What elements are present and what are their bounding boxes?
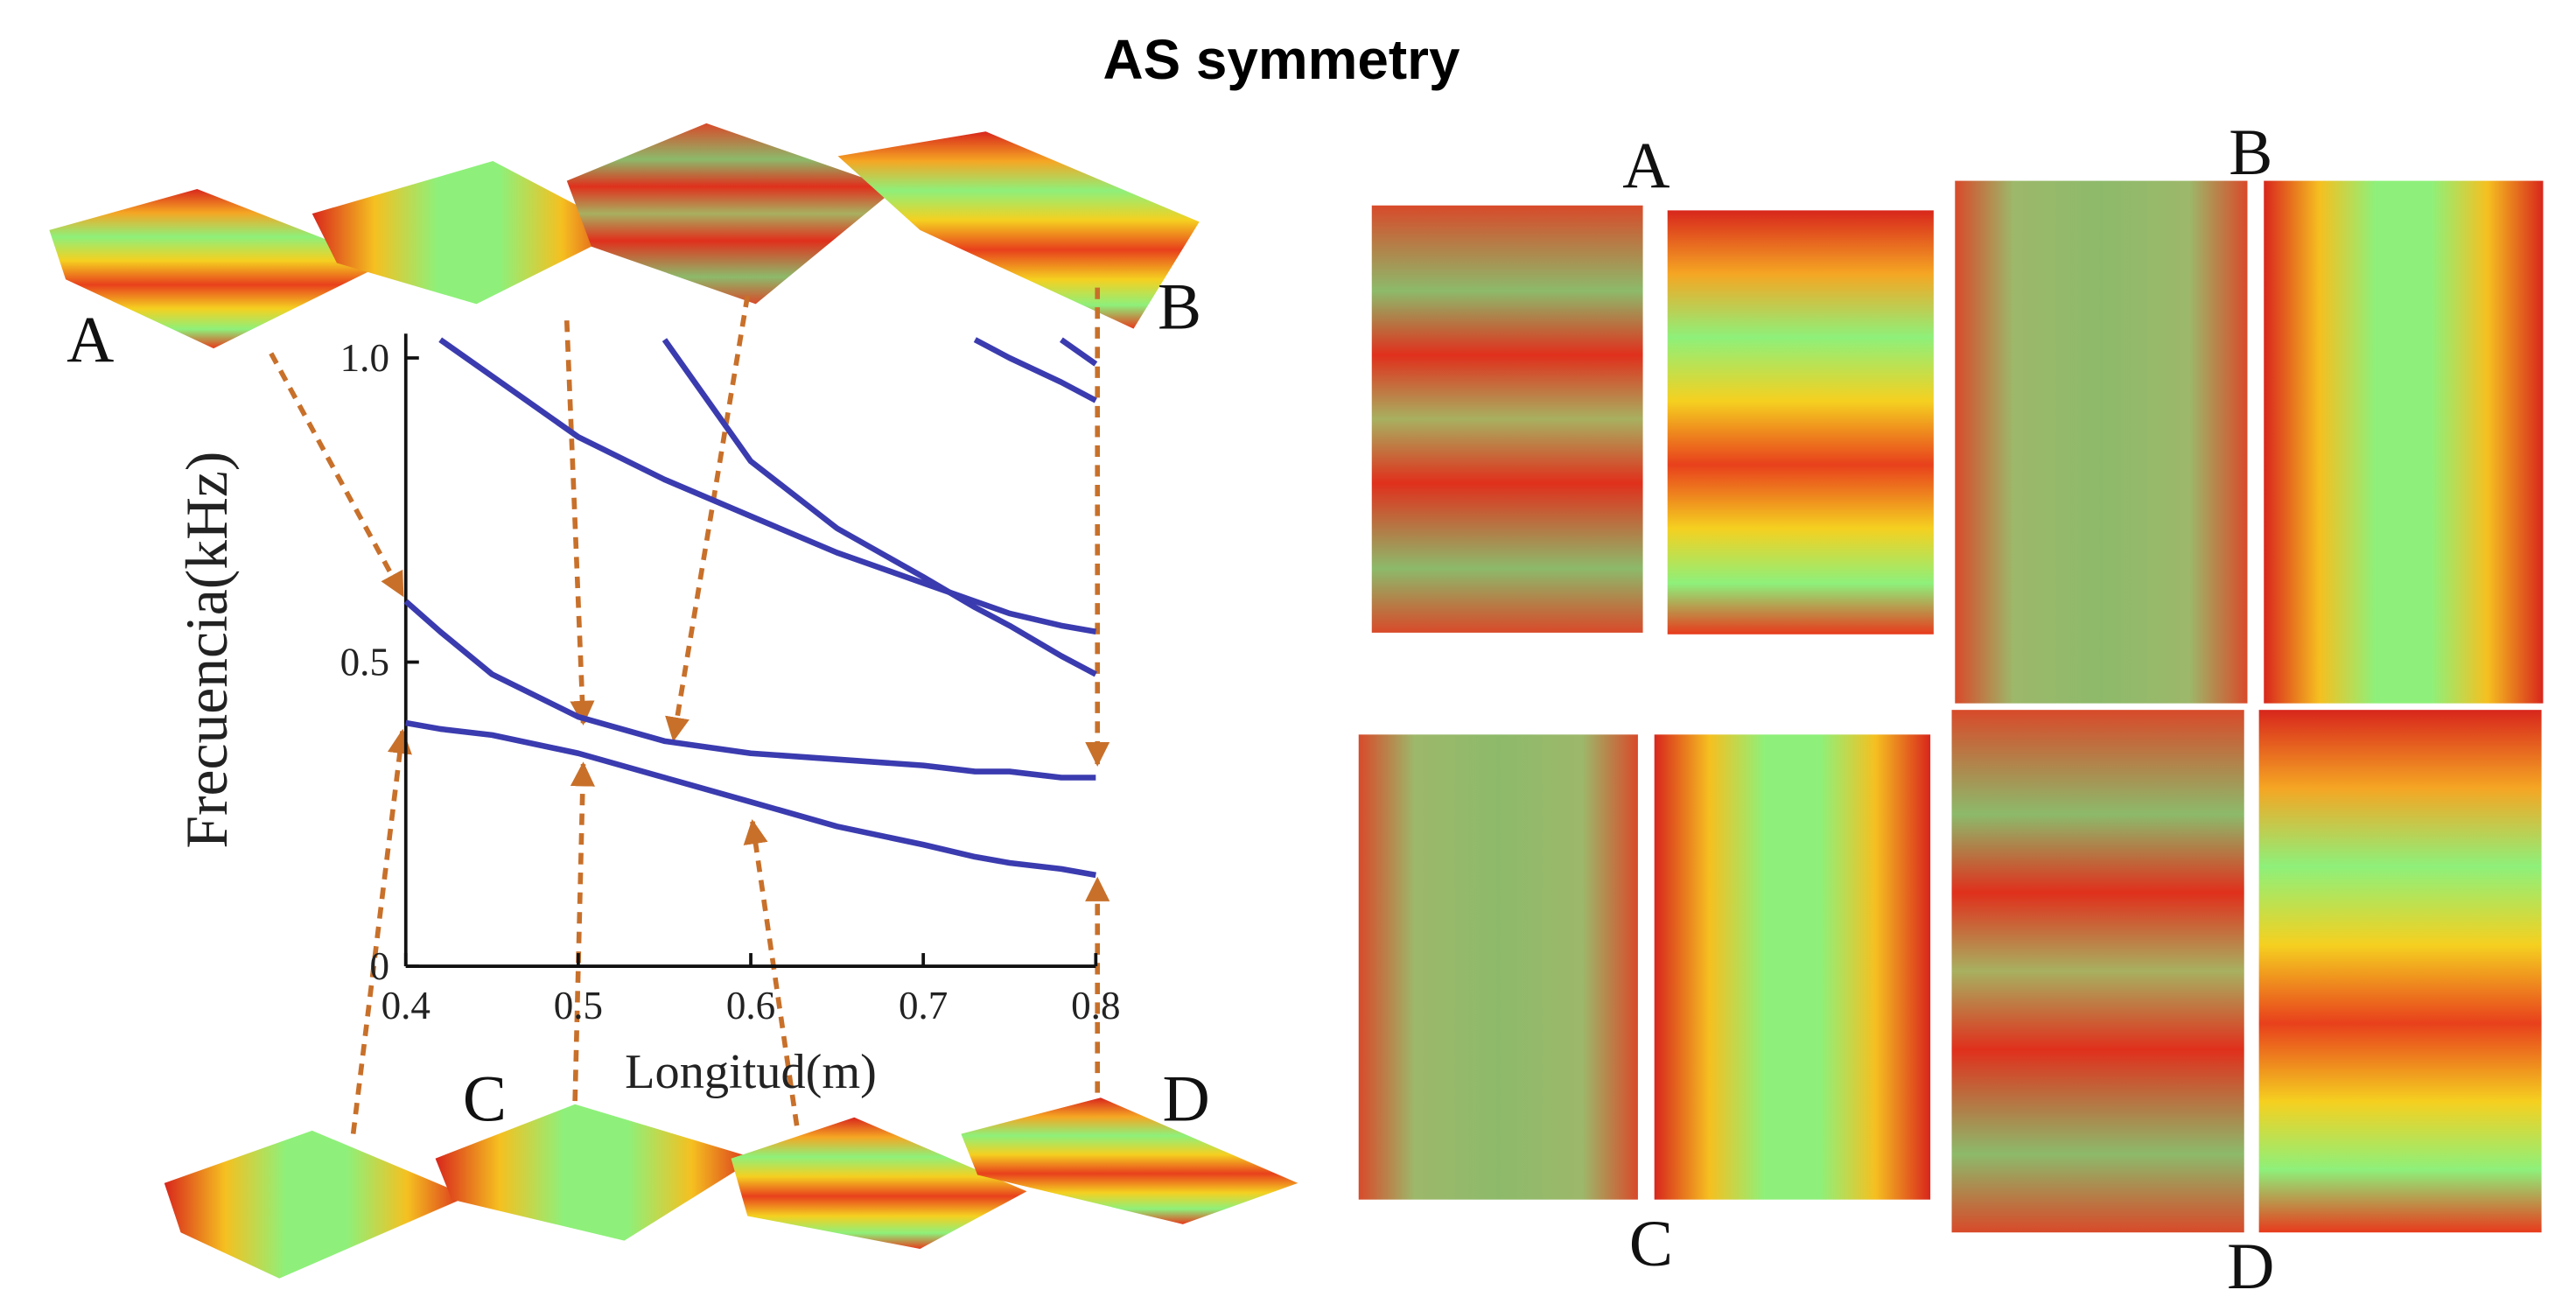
- panel-label: D: [2227, 1230, 2274, 1290]
- curve: [440, 340, 1096, 632]
- labels: A B C D A B C D: [66, 116, 2274, 1290]
- y-tick-label: 0.5: [340, 641, 389, 684]
- mode-shapes-top: [49, 123, 1199, 348]
- plot: 0 0.5 1.0 0.4 0.5 0.6 0.7 0.8 Longitud(m) Frecuen…: [174, 333, 1120, 1099]
- heatmap-panels: [1359, 181, 2544, 1233]
- panel-label: C: [1629, 1208, 1673, 1280]
- curve: [406, 723, 1096, 875]
- y-axis-label: Frecuencia(kHz): [174, 452, 240, 849]
- mode-label: C: [463, 1063, 507, 1136]
- chart-title: AS symmetry: [1102, 28, 1460, 91]
- panel-label: B: [2229, 116, 2272, 189]
- page: {"chart_data": {"type": "line", "title":…: [0, 0, 2576, 1290]
- x-axis-label: Longitud(m): [625, 1045, 877, 1099]
- mode-label: A: [66, 304, 114, 376]
- x-tick-label: 0.6: [726, 984, 775, 1027]
- mode-shapes-bottom: [164, 1097, 1298, 1279]
- curve: [1061, 340, 1096, 364]
- x-tick-label: 0.5: [554, 984, 603, 1027]
- x-tick-label: 0.4: [382, 984, 430, 1027]
- mode-label: B: [1158, 271, 1201, 344]
- y-tick-label: 1.0: [340, 336, 389, 380]
- panel-label: A: [1622, 130, 1670, 202]
- figure: AS symmetry A B C D: [0, 0, 2576, 1290]
- x-tick-label: 0.8: [1071, 984, 1120, 1027]
- mode-label: D: [1162, 1063, 1209, 1136]
- y-tick-label: 0: [369, 944, 389, 988]
- curve: [406, 601, 1096, 777]
- x-tick-label: 0.7: [899, 984, 948, 1027]
